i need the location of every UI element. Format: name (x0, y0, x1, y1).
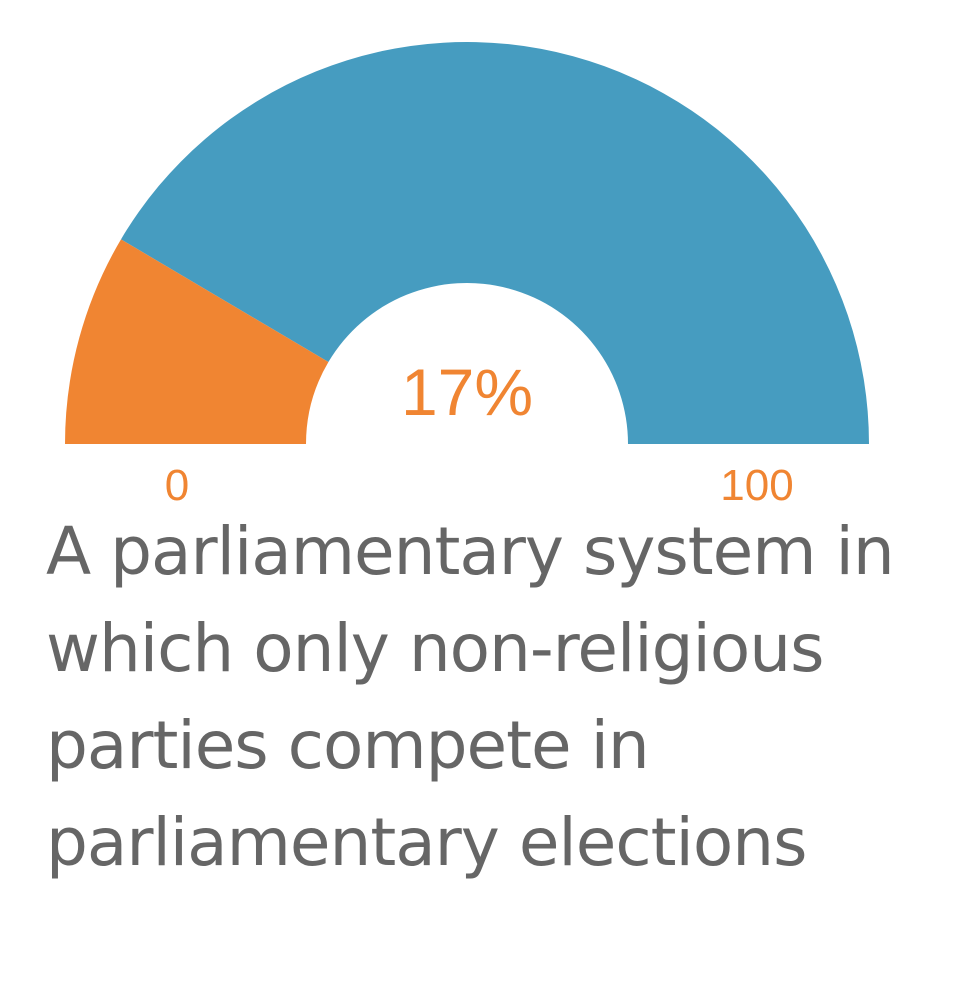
gauge-value-arc (65, 239, 329, 444)
gauge-value-label: 17% (401, 355, 533, 429)
gauge-min-label: 0 (165, 461, 189, 510)
gauge-caption: A parliamentary system in which only non… (46, 513, 895, 881)
gauge-remainder-arc (120, 42, 870, 444)
gauge-chart: 17% 0 100 (65, 42, 870, 510)
gauge-max-label: 100 (720, 461, 793, 510)
